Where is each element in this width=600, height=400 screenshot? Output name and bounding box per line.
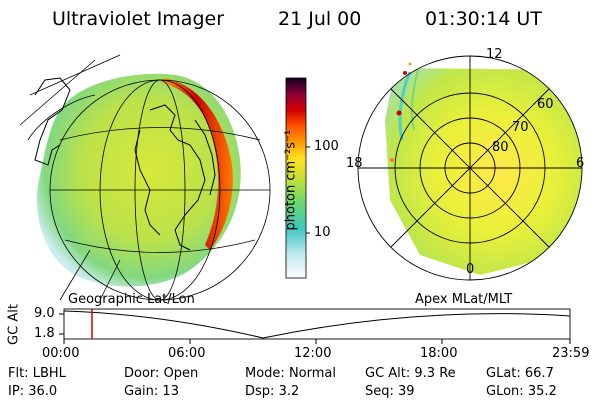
lat-label-80: 80 [492,140,509,155]
lat-label-70: 70 [512,120,529,135]
status-glon: GLon: 35.2 [486,384,557,399]
status-gcalt-label: GC Alt: [365,366,411,381]
app-title: Ultraviolet Imager [52,8,225,30]
status-glon-label: GLon: [486,384,524,399]
mlt-label-18: 18 [346,156,363,171]
polar-plot [357,55,583,281]
mlt-label-0: 0 [466,262,475,277]
status-gcalt: GC Alt: 9.3 Re [365,366,456,381]
right-panel-caption: Apex MLat/MLT [415,292,513,307]
header-time: 01:30:14 UT [425,8,542,30]
status-seq: Seq: 39 [365,384,415,399]
status-ip-label: IP: [8,384,25,399]
status-door: Door: Open [124,366,198,381]
status-flt-label: Flt: [8,366,29,381]
lat-label-60: 60 [537,97,554,112]
altitude-xtick-4: 23:59 [552,346,590,361]
status-glat-value: 66.7 [524,366,554,381]
altitude-ytick-9: 9.0 [34,306,55,321]
status-mode-value: Normal [288,366,336,381]
altitude-xtick-1: 06:00 [168,346,206,361]
status-dsp-value: 3.2 [278,384,300,399]
left-panel-caption: Geographic Lat/Lon [68,292,195,307]
status-dsp: Dsp: 3.2 [245,384,299,399]
status-gain-label: Gain: [124,384,159,399]
header-date: 21 Jul 00 [278,8,362,30]
status-glon-value: 35.2 [527,384,557,399]
altitude-xtick-0: 00:00 [42,346,80,361]
status-flt: Flt: LBHL [8,366,66,381]
status-mode: Mode: Normal [245,366,336,381]
status-ip-value: 36.0 [28,384,58,399]
status-glat-label: GLat: [486,366,521,381]
status-gain-value: 13 [162,384,179,399]
left-earth-image [19,54,271,301]
altitude-xtick-2: 12:00 [294,346,332,361]
status-mode-label: Mode: [245,366,285,381]
mlt-label-12: 12 [486,47,503,62]
status-seq-label: Seq: [365,384,394,399]
status-dsp-label: Dsp: [245,384,275,399]
status-ip: IP: 36.0 [8,384,57,399]
colorbar-label: photon cm⁻²s⁻¹ [283,129,299,231]
altitude-ylabel: GC Alt [6,304,22,345]
colorbar [285,77,310,279]
altitude-xtick-3: 18:00 [420,346,458,361]
status-gain: Gain: 13 [124,384,179,399]
colorbar-tick-10: 10 [314,225,331,240]
altitude-ytick-1.8: 1.8 [34,326,55,341]
mlt-label-6: 6 [576,156,585,171]
status-door-value: Open [163,366,199,381]
status-flt-value: LBHL [32,366,66,381]
status-gcalt-value: 9.3 Re [414,366,456,381]
status-door-label: Door: [124,366,160,381]
altitude-plot [59,308,571,344]
status-glat: GLat: 66.7 [486,366,554,381]
colorbar-tick-100: 100 [314,139,339,154]
status-seq-value: 39 [398,384,415,399]
